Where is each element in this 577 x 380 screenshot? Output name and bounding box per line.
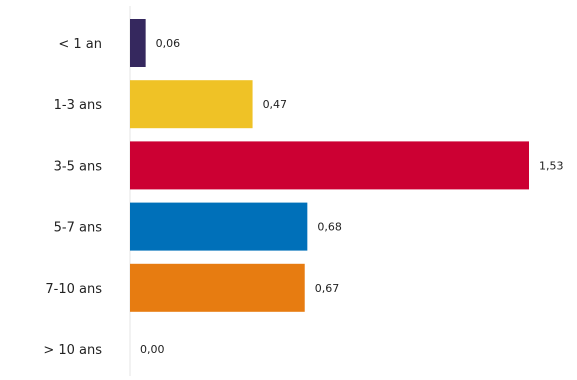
bar (130, 202, 308, 251)
value-label: 0,67 (315, 282, 340, 295)
bar (130, 80, 253, 129)
category-label: 5-7 ans (54, 221, 103, 236)
category-label: > 10 ans (43, 343, 102, 358)
value-label: 0,68 (317, 221, 342, 234)
bar (130, 141, 529, 190)
category-label: 1-3 ans (54, 98, 103, 113)
category-label: 3-5 ans (54, 159, 103, 174)
value-label: 0,06 (156, 37, 181, 50)
category-label: < 1 an (58, 37, 102, 52)
value-label: 0,00 (140, 343, 165, 356)
value-label: 1,53 (539, 159, 564, 172)
category-label: 7-10 ans (45, 282, 102, 297)
bar (130, 19, 146, 67)
bar (130, 263, 305, 312)
value-label: 0,47 (263, 98, 288, 111)
